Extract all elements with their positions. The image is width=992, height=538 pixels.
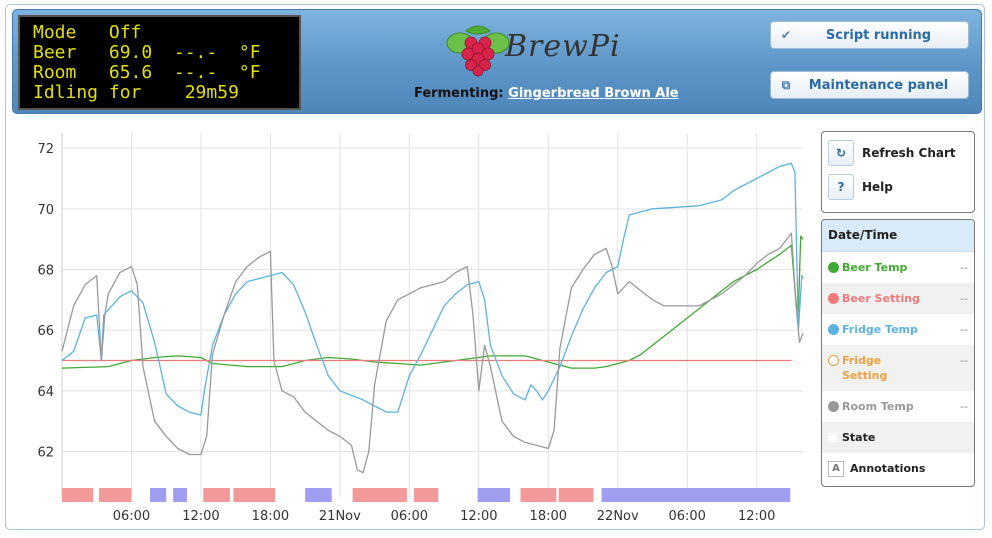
refresh-icon: ↻	[828, 140, 854, 166]
legend-label: State	[842, 431, 876, 444]
lcd-line-mode: Mode Off	[33, 22, 142, 43]
x-tick-label: 06:00	[391, 509, 428, 524]
legend-value: --	[960, 400, 968, 413]
x-tick-label: 06:00	[113, 509, 150, 524]
refresh-label: Refresh Chart	[862, 146, 956, 160]
state-band-heating	[99, 488, 132, 502]
y-tick-label: 62	[37, 446, 54, 461]
state-band-cooling	[149, 488, 167, 502]
chart-controls: ↻ Refresh Chart ? Help	[821, 131, 975, 213]
legend-value: --	[960, 323, 968, 336]
lcd-line-beer: Beer 69.0 --.- °F	[33, 42, 261, 63]
beer-temp-dot-icon	[828, 262, 839, 273]
x-tick-label: 18:00	[530, 509, 567, 524]
legend-label: Beer Setting	[842, 292, 920, 305]
legend-item-fridge-temp[interactable]: Fridge Temp --	[822, 314, 974, 345]
x-tick-label: 12:00	[182, 509, 219, 524]
x-tick-label: 21Nov	[319, 509, 361, 524]
maintenance-panel-button[interactable]: ⧉ Maintenance panel	[770, 71, 969, 99]
chart-svg: 72 70 68 66 64 62 06:00 12:00 18:00 21Nov 06:00 12:…	[37, 133, 804, 524]
legend-label: Fridge Temp	[842, 323, 918, 336]
y-tick-label: 64	[37, 385, 54, 400]
x-tick-label: 22Nov	[597, 509, 639, 524]
legend-item-state[interactable]: State	[822, 422, 974, 453]
state-square-icon	[828, 433, 837, 442]
legend-label: Room Temp	[842, 400, 914, 413]
beer-setting-dot-icon	[828, 293, 839, 304]
fermenting-label: Fermenting:	[414, 86, 504, 101]
series-line-fridge-temp	[61, 162, 804, 416]
legend-item-room-temp[interactable]: Room Temp --	[822, 391, 974, 422]
state-band-cooling	[305, 488, 332, 502]
y-tick-label: 70	[37, 203, 54, 218]
chart-legend: Date/Time Beer Temp -- Beer Setting -- F…	[821, 219, 975, 487]
fridge-temp-dot-icon	[828, 324, 839, 335]
annotation-icon: A	[828, 461, 844, 477]
script-status-label: Script running	[825, 27, 932, 43]
series-line-room-temp	[61, 232, 804, 474]
legend-item-annotations[interactable]: A Annotations	[822, 453, 974, 484]
x-tick-label: 12:00	[460, 509, 497, 524]
raspberry-icon	[446, 25, 510, 77]
lcd-line-room: Room 65.6 --.- °F	[33, 62, 261, 83]
y-tick-label: 68	[37, 264, 54, 279]
state-band-cooling	[173, 488, 188, 502]
legend-item-fridge-setting[interactable]: Fridge Setting --	[822, 345, 974, 391]
help-label: Help	[862, 180, 893, 194]
maintenance-label: Maintenance panel	[808, 77, 949, 93]
state-band-heating	[352, 488, 408, 502]
legend-label: Annotations	[850, 462, 926, 475]
legend-item-beer-setting[interactable]: Beer Setting --	[822, 283, 974, 314]
x-tick-label: 12:00	[738, 509, 775, 524]
state-band-heating	[203, 488, 230, 502]
state-band-heating	[62, 488, 94, 502]
state-band-heating	[233, 488, 276, 502]
script-status-button[interactable]: ✔ Script running	[770, 21, 969, 49]
help-icon: ?	[828, 174, 854, 200]
temperature-chart[interactable]: 72 70 68 66 64 62 06:00 12:00 18:00 21Nov 06:00 12:…	[12, 125, 818, 525]
page-frame	[5, 4, 985, 530]
window-icon: ⧉	[781, 77, 791, 92]
legend-header: Date/Time	[822, 220, 974, 252]
help-button[interactable]: ? Help	[828, 174, 893, 200]
lcd-display: Mode Off Beer 69.0 --.- °F Room 65.6 --.…	[18, 15, 301, 110]
state-band-cooling	[477, 488, 511, 502]
legend-value: --	[960, 354, 968, 367]
brewpi-logo: BrewPi	[405, 15, 645, 110]
fermenting-info: Fermenting: Gingerbread Brown Ale	[414, 86, 679, 101]
legend-label: Beer Temp	[842, 261, 908, 274]
legend-label: Fridge Setting	[842, 354, 888, 382]
state-band-cooling	[601, 488, 791, 502]
legend-value: --	[960, 261, 968, 274]
lcd-line-state: Idling for 29m59	[33, 82, 239, 103]
x-tick-label: 06:00	[668, 509, 705, 524]
state-band-heating	[558, 488, 594, 502]
legend-value: --	[960, 292, 968, 305]
y-tick-label: 66	[37, 324, 54, 339]
state-band-heating	[413, 488, 439, 502]
legend-item-beer-temp[interactable]: Beer Temp --	[822, 252, 974, 283]
y-tick-label: 72	[37, 142, 54, 157]
refresh-chart-button[interactable]: ↻ Refresh Chart	[828, 140, 956, 166]
room-temp-dot-icon	[828, 401, 839, 412]
check-icon: ✔	[780, 28, 792, 42]
beer-name-link[interactable]: Gingerbread Brown Ale	[508, 86, 679, 101]
series-line-beer-temp	[61, 235, 804, 369]
fridge-setting-dot-icon	[828, 355, 839, 366]
brand-name: BrewPi	[505, 29, 621, 64]
x-tick-label: 18:00	[252, 509, 289, 524]
state-band-heating	[520, 488, 557, 502]
